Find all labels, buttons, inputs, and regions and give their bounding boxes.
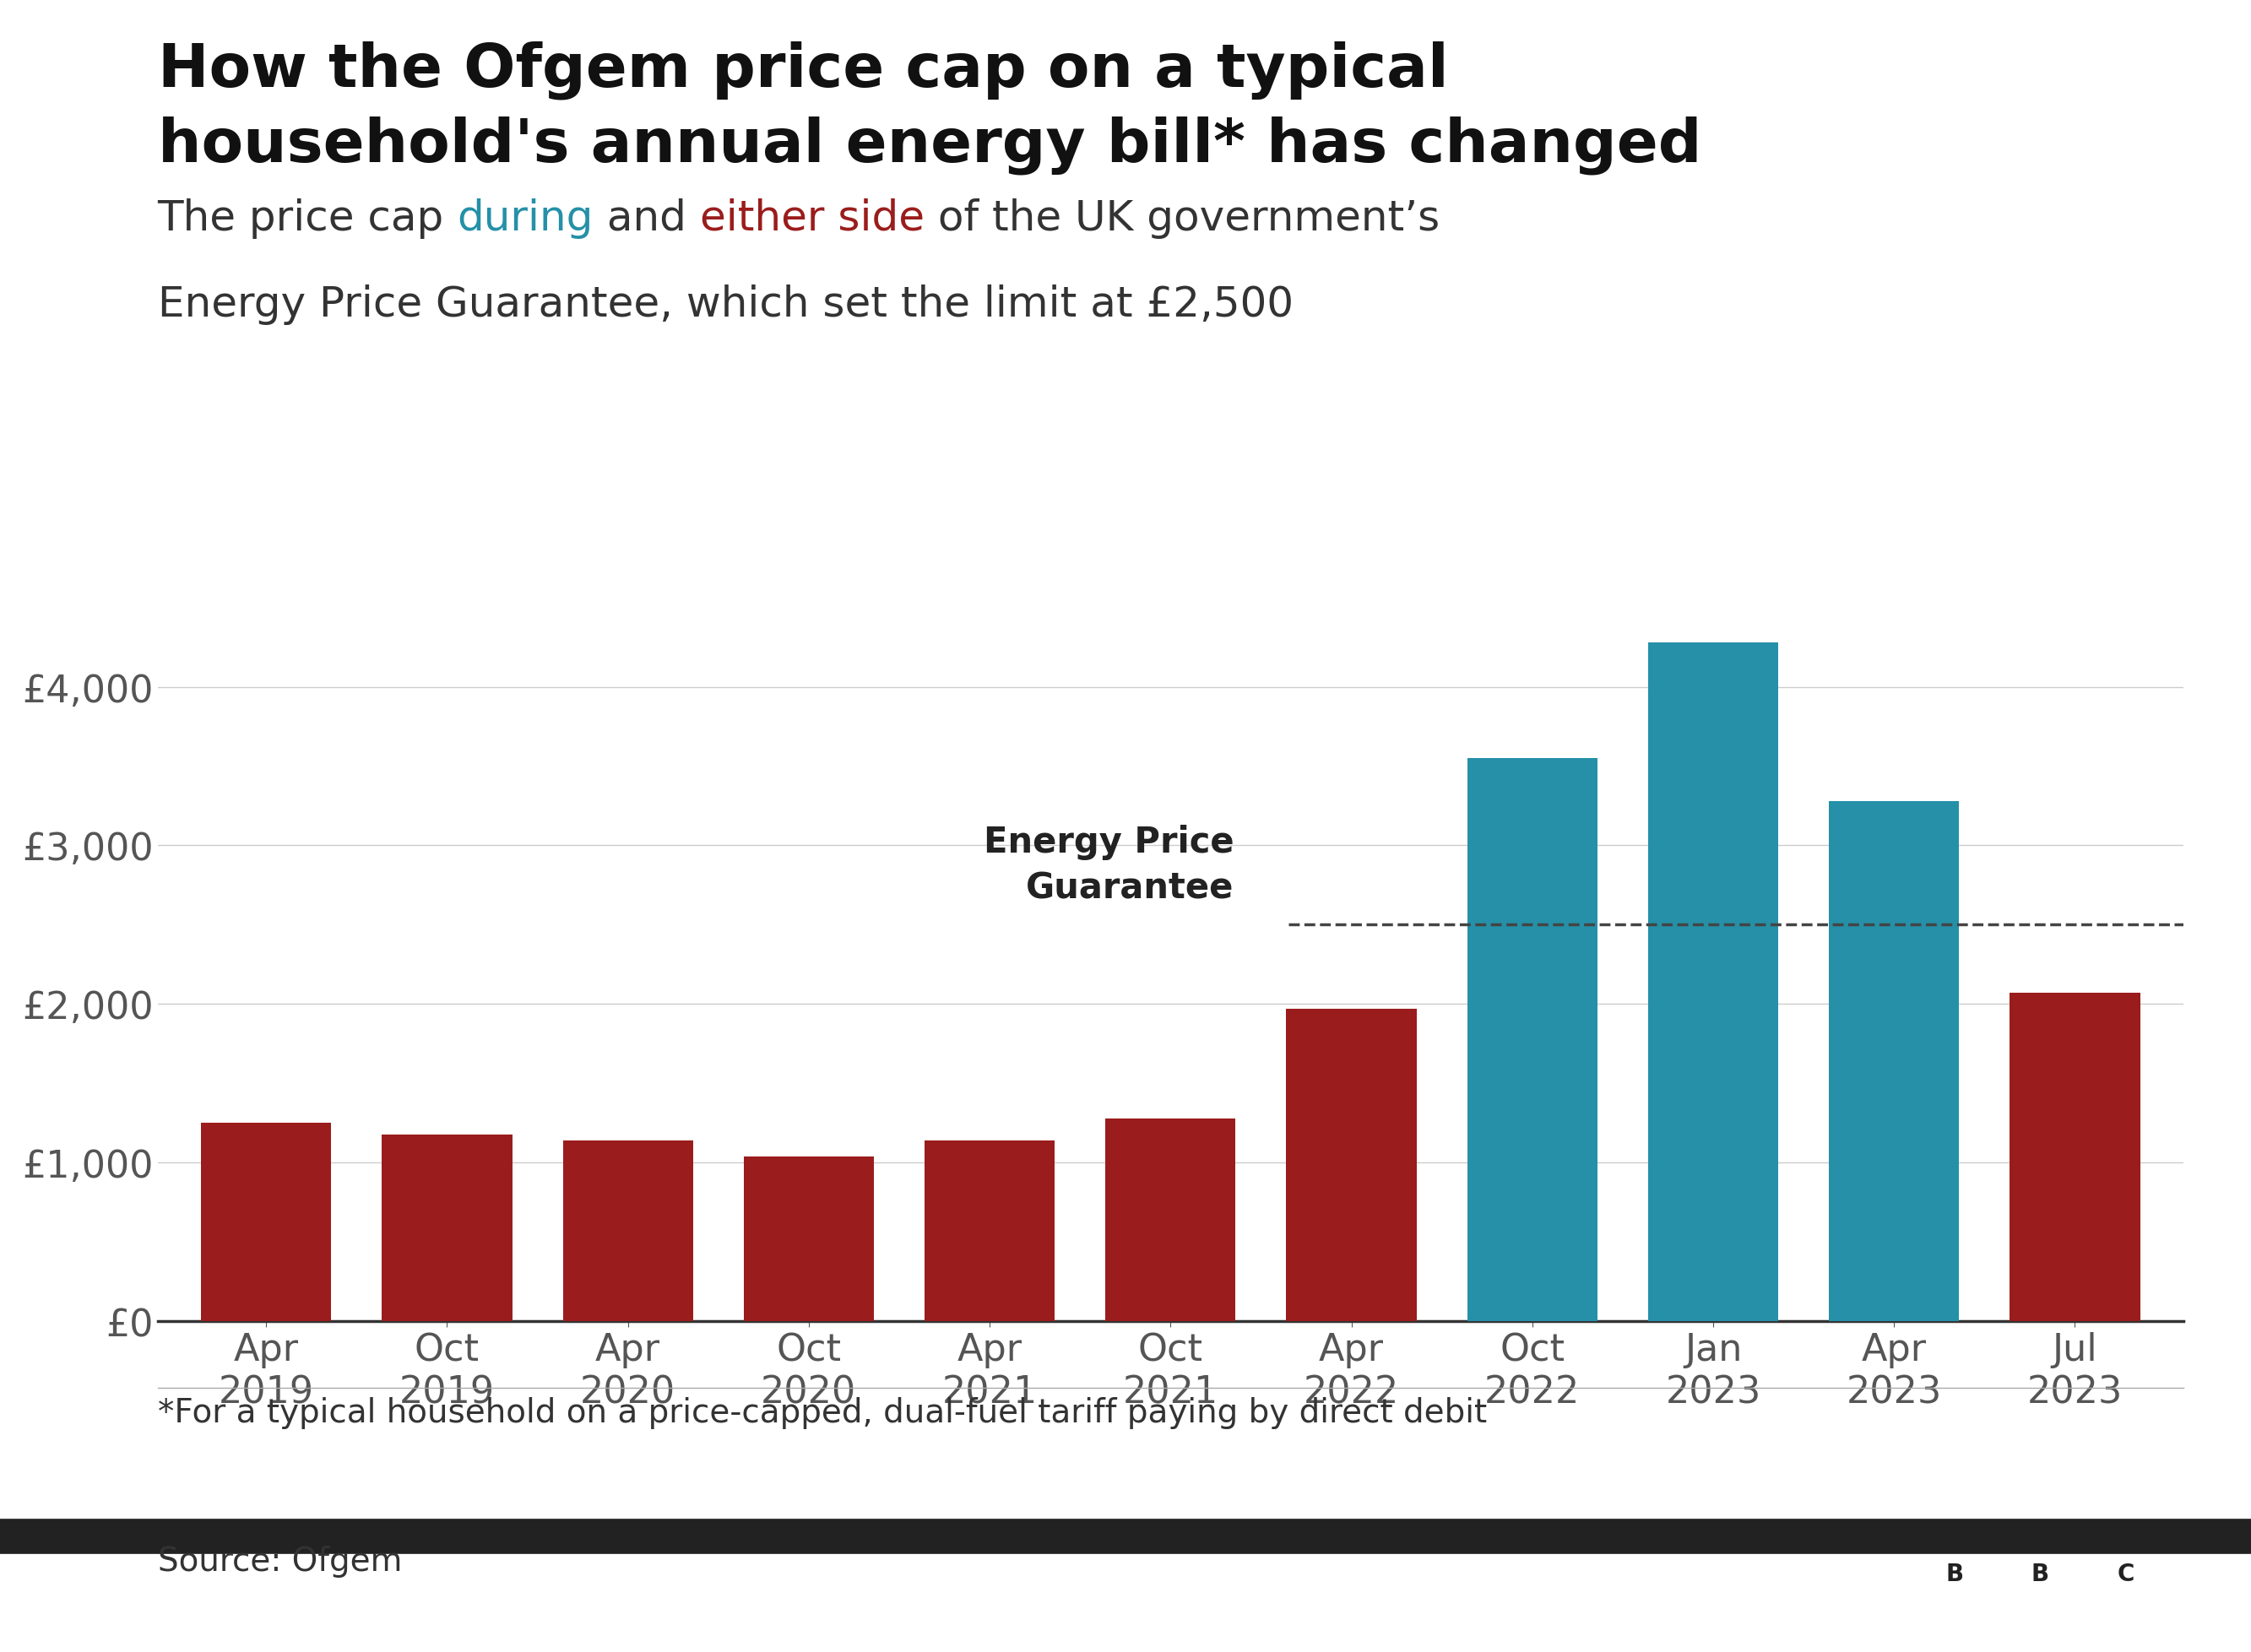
Text: of the UK government’s: of the UK government’s [925, 198, 1441, 240]
Bar [1648, 643, 1778, 1322]
Text: during: during [457, 198, 594, 240]
Bar [1828, 801, 1958, 1322]
Bar [1105, 1118, 1236, 1322]
Text: Source: Ofgem: Source: Ofgem [158, 1545, 403, 1578]
Text: How the Ofgem price cap on a typical: How the Ofgem price cap on a typical [158, 41, 1447, 99]
FancyBboxPatch shape [2089, 1528, 2163, 1619]
Bar [1468, 758, 1598, 1322]
Text: household's annual energy bill* has changed: household's annual energy bill* has chan… [158, 116, 1702, 173]
FancyBboxPatch shape [2003, 1528, 2078, 1619]
Bar [2010, 993, 2141, 1322]
Text: Energy Price Guarantee, which set the limit at £2,500: Energy Price Guarantee, which set the li… [158, 284, 1294, 325]
Text: either side: either side [700, 198, 925, 240]
Bar [200, 1123, 331, 1322]
Text: C: C [2118, 1561, 2134, 1586]
Text: Energy Price
Guarantee: Energy Price Guarantee [984, 824, 1234, 905]
Text: B: B [2030, 1561, 2048, 1586]
Bar [925, 1142, 1056, 1322]
Bar [563, 1142, 693, 1322]
Text: and: and [594, 198, 700, 240]
Bar [383, 1135, 511, 1322]
FancyBboxPatch shape [1918, 1528, 1992, 1619]
Bar [1285, 1009, 1416, 1322]
Text: The price cap: The price cap [158, 198, 457, 240]
Text: B: B [1945, 1561, 1963, 1586]
Bar [743, 1156, 873, 1322]
Text: *For a typical household on a price-capped, dual-fuel tariff paying by direct de: *For a typical household on a price-capp… [158, 1396, 1486, 1427]
